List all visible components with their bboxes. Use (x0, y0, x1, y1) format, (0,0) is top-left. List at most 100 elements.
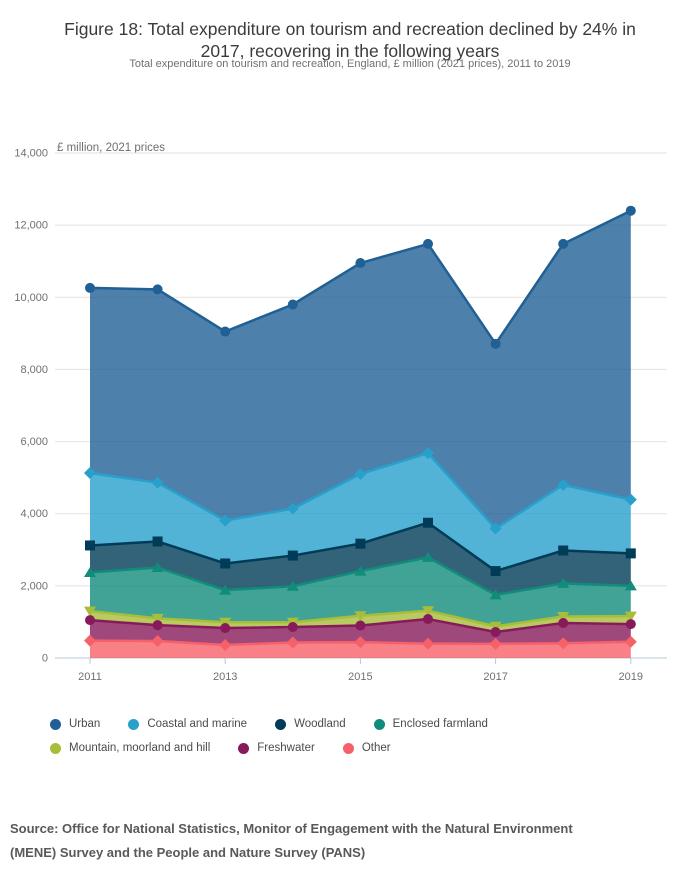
data-point-mountain-moorland-and-hill[interactable] (557, 612, 570, 623)
data-point-mountain-moorland-and-hill[interactable] (422, 606, 434, 617)
area-bands-group (90, 210, 631, 658)
legend-item-freshwater[interactable]: Freshwater (238, 736, 315, 760)
data-point-other[interactable] (489, 637, 502, 650)
x-tick-label: 2017 (483, 671, 507, 683)
data-point-mountain-moorland-and-hill[interactable] (354, 611, 367, 622)
legend-item-label: Mountain, moorland and hill (69, 742, 211, 754)
data-point-freshwater[interactable] (625, 619, 636, 630)
data-point-enclosed-farmland[interactable] (286, 580, 299, 591)
legend-marker-icon (238, 742, 250, 754)
data-point-enclosed-farmland[interactable] (151, 561, 164, 572)
chart-legend: Urban Coastal and marine Woodland Enclosed … (50, 712, 570, 760)
legend-item-mountain-moorland-and-hill[interactable]: Mountain, moorland and hill (50, 736, 210, 760)
data-point-other[interactable] (422, 637, 434, 650)
data-point-other[interactable] (624, 635, 637, 648)
legend-marker-icon (373, 718, 385, 730)
x-tick-label: 2013 (213, 671, 237, 683)
data-point-woodland[interactable] (423, 517, 433, 528)
data-point-woodland[interactable] (355, 538, 366, 549)
data-point-coastal-and-marine[interactable] (557, 478, 570, 491)
data-point-urban[interactable] (152, 284, 163, 295)
data-point-freshwater[interactable] (490, 627, 501, 638)
data-point-coastal-and-marine[interactable] (84, 466, 96, 479)
data-point-woodland[interactable] (625, 548, 636, 559)
data-point-woodland[interactable] (287, 550, 298, 561)
legend-item-label: Freshwater (257, 742, 315, 754)
data-point-mountain-moorland-and-hill[interactable] (219, 617, 232, 628)
stacked-area-chart: £ million, 2021 prices 0 2,000 4,000 6,000 8… (14, 142, 667, 683)
legend-item-woodland[interactable]: Woodland (275, 712, 346, 736)
data-point-urban[interactable] (85, 282, 95, 293)
data-point-freshwater[interactable] (152, 620, 163, 631)
figure-title-line-1: Figure 18: Total expenditure on tourism … (64, 18, 636, 39)
data-point-urban[interactable] (355, 258, 366, 269)
data-point-urban[interactable] (625, 205, 636, 216)
data-point-mountain-moorland-and-hill[interactable] (489, 621, 502, 632)
legend-item-other[interactable]: Other (342, 736, 391, 760)
data-point-mountain-moorland-and-hill[interactable] (151, 613, 164, 624)
data-point-enclosed-farmland[interactable] (422, 551, 434, 562)
data-point-coastal-and-marine[interactable] (489, 522, 502, 535)
data-point-coastal-and-marine[interactable] (219, 514, 232, 527)
legend-marker-icon (275, 718, 287, 730)
data-point-freshwater[interactable] (85, 615, 95, 626)
source-line-1: Source: Office for National Statistics, … (10, 821, 573, 836)
figure-subtitle: Total expenditure on tourism and recreat… (129, 58, 571, 70)
legend-marker-icon (50, 742, 61, 754)
source-line-2: (MENE) Survey and the People and Nature … (10, 845, 366, 860)
y-axis-title: £ million, 2021 prices (57, 142, 165, 154)
data-point-enclosed-farmland[interactable] (219, 584, 232, 595)
area-band-enclosed-farmland (90, 557, 631, 627)
area-band-coastal-and-marine (90, 453, 631, 572)
data-point-woodland[interactable] (558, 545, 569, 556)
data-point-freshwater[interactable] (220, 623, 231, 634)
data-point-urban[interactable] (423, 238, 433, 249)
data-point-coastal-and-marine[interactable] (422, 447, 434, 460)
data-point-woodland[interactable] (85, 540, 95, 551)
legend-item-urban[interactable]: Urban (50, 712, 100, 736)
y-tick-label: 14,000 (14, 148, 48, 160)
data-point-freshwater[interactable] (287, 621, 298, 632)
data-point-coastal-and-marine[interactable] (151, 476, 164, 489)
data-point-coastal-and-marine[interactable] (354, 468, 367, 481)
legend-item-enclosed-farmland[interactable]: Enclosed farmland (373, 712, 488, 736)
y-tick-label: 6,000 (20, 436, 48, 448)
data-point-urban[interactable] (220, 326, 231, 337)
data-point-urban[interactable] (490, 338, 501, 349)
data-point-enclosed-farmland[interactable] (489, 589, 502, 600)
y-tick-label: 2,000 (20, 580, 48, 592)
data-point-other[interactable] (286, 636, 299, 649)
data-point-coastal-and-marine[interactable] (624, 493, 637, 506)
data-point-enclosed-farmland[interactable] (624, 580, 637, 591)
data-point-coastal-and-marine[interactable] (286, 502, 299, 515)
data-point-mountain-moorland-and-hill[interactable] (84, 606, 96, 617)
data-point-other[interactable] (151, 635, 164, 648)
data-point-enclosed-farmland[interactable] (84, 567, 96, 578)
data-point-mountain-moorland-and-hill[interactable] (624, 611, 637, 622)
data-point-woodland[interactable] (220, 558, 231, 569)
figure-title: Figure 18: Total expenditure on tourism … (30, 18, 670, 63)
x-tick-label: 2015 (348, 671, 372, 683)
data-point-enclosed-farmland[interactable] (354, 565, 367, 576)
legend-item-label: Woodland (294, 718, 346, 730)
data-point-freshwater[interactable] (355, 620, 366, 631)
data-points-group (84, 205, 637, 652)
y-tick-label: 12,000 (14, 220, 48, 232)
data-point-urban[interactable] (558, 238, 569, 249)
y-tick-label: 10,000 (14, 292, 48, 304)
area-band-woodland (90, 522, 631, 595)
legend-marker-icon (128, 718, 140, 730)
legend-item-coastal-and-marine[interactable]: Coastal and marine (128, 712, 247, 736)
data-point-enclosed-farmland[interactable] (557, 577, 570, 588)
data-point-woodland[interactable] (490, 566, 501, 577)
data-point-urban[interactable] (287, 299, 298, 310)
data-point-freshwater[interactable] (423, 614, 433, 625)
data-point-other[interactable] (84, 634, 96, 647)
data-point-other[interactable] (557, 637, 570, 650)
data-point-other[interactable] (219, 639, 232, 652)
data-point-woodland[interactable] (152, 536, 163, 547)
data-point-other[interactable] (354, 636, 367, 649)
data-point-freshwater[interactable] (558, 618, 569, 629)
legend-item-label: Other (361, 742, 391, 754)
